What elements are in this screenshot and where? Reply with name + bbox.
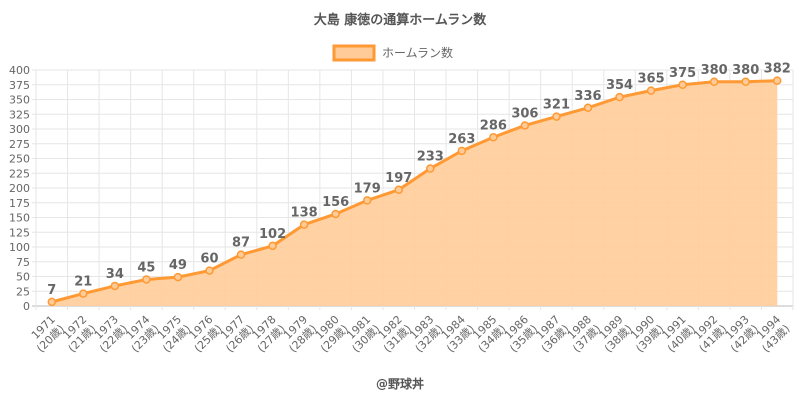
data-point (457, 146, 467, 156)
y-tick-label: 25 (16, 285, 30, 298)
series-line (51, 79, 778, 304)
x-tick-label: 1994(43歳) (750, 313, 792, 355)
data-point (79, 289, 88, 298)
data-label: 321 (543, 98, 570, 113)
data-point (426, 164, 435, 173)
y-tick-label: 125 (9, 226, 30, 239)
y-tick-label: 75 (16, 256, 30, 269)
y-tick-label: 175 (9, 197, 30, 210)
data-label: 156 (322, 195, 349, 210)
y-tick-label: 200 (9, 182, 30, 195)
data-label: 138 (291, 206, 318, 221)
data-label: 87 (232, 236, 250, 251)
data-point (268, 241, 277, 251)
y-tick-label: 50 (16, 271, 30, 284)
data-label: 60 (200, 252, 218, 267)
data-label: 45 (137, 260, 155, 275)
data-label: 380 (732, 63, 759, 78)
data-point (299, 220, 309, 229)
data-label: 34 (106, 267, 124, 282)
data-label: 263 (448, 132, 475, 147)
y-tick-label: 375 (9, 79, 30, 92)
y-tick-label: 100 (9, 241, 30, 254)
data-point (552, 112, 561, 121)
data-point (772, 76, 782, 85)
data-point (394, 185, 403, 195)
data-label: 365 (637, 72, 664, 87)
y-tick-label: 0 (23, 300, 30, 313)
data-point (646, 86, 656, 95)
y-tick-label: 325 (9, 108, 30, 121)
data-point (520, 121, 530, 130)
chart-title: 大島 康徳の通算ホームラン数 (314, 12, 487, 28)
data-label: 375 (669, 66, 696, 81)
data-label: 21 (74, 275, 92, 290)
data-point (205, 266, 214, 275)
y-tick-label: 350 (9, 94, 30, 107)
data-point (583, 103, 593, 113)
data-label: 102 (259, 227, 286, 242)
data-point (110, 281, 120, 291)
data-point (489, 133, 498, 142)
data-label: 382 (764, 62, 791, 77)
data-label: 286 (480, 118, 507, 133)
y-tick-label: 250 (9, 153, 30, 166)
data-point (173, 272, 183, 282)
data-label: 336 (574, 89, 601, 104)
data-label: 306 (511, 106, 538, 121)
legend-label[interactable]: ホームラン数 (382, 45, 453, 60)
y-tick-label: 400 (9, 64, 30, 77)
data-point (331, 209, 340, 219)
x-tick-label: 1986(35歳) (498, 313, 540, 355)
data-point (142, 275, 151, 284)
data-point (741, 77, 750, 87)
data-label: 49 (169, 258, 187, 273)
data-label: 233 (417, 150, 444, 165)
data-point (236, 250, 246, 259)
legend-swatch[interactable] (332, 44, 376, 62)
data-point (615, 92, 624, 102)
data-point (678, 80, 687, 89)
y-tick-label: 275 (9, 138, 30, 151)
data-label: 7 (47, 283, 56, 298)
data-label: 179 (354, 181, 381, 196)
data-point (362, 196, 372, 205)
footer-credit: @野球丼 (376, 376, 424, 391)
data-point (709, 77, 719, 87)
y-tick-label: 225 (9, 167, 30, 180)
y-tick-label: 300 (9, 123, 30, 136)
data-label: 354 (606, 78, 633, 93)
area-fill (51, 80, 778, 307)
data-label: 197 (385, 171, 412, 186)
data-point (47, 297, 57, 307)
data-label: 380 (701, 63, 728, 78)
y-tick-label: 150 (9, 212, 30, 225)
